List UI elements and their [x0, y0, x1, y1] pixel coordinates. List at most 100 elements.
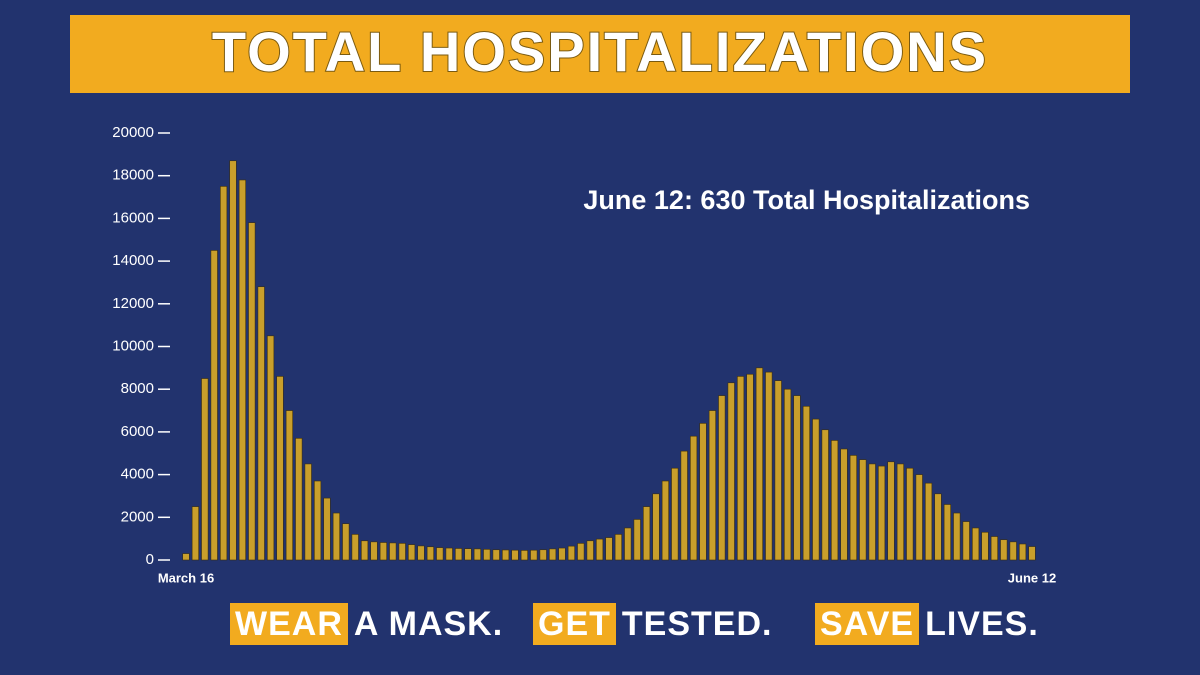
bar	[680, 450, 688, 561]
y-tick-label: 18000	[112, 167, 154, 184]
slogan-highlight: SAVE	[815, 603, 920, 645]
bar	[267, 335, 275, 561]
bar	[633, 519, 641, 561]
x-tick-label: March 16	[158, 570, 214, 585]
y-tick-label: 12000	[112, 295, 154, 312]
bar	[690, 435, 698, 561]
chart-title: TOTAL HOSPITALIZATIONS	[212, 20, 988, 83]
y-tick-label: 8000	[121, 380, 154, 397]
bar	[483, 549, 491, 561]
bar	[614, 534, 622, 561]
bar	[379, 542, 387, 561]
bar	[671, 467, 679, 561]
bar	[210, 250, 218, 561]
bar	[765, 371, 773, 561]
bar	[436, 547, 444, 561]
bar	[408, 544, 416, 561]
bar	[1019, 543, 1027, 561]
y-tick-label: 2000	[121, 508, 154, 525]
bar	[549, 548, 557, 561]
bar	[229, 160, 237, 561]
bar	[191, 506, 199, 561]
bar	[643, 506, 651, 561]
bar	[953, 512, 961, 561]
bar	[1000, 539, 1008, 561]
bar	[793, 395, 801, 561]
slogan-text: LIVES.	[925, 605, 1039, 643]
bar	[906, 467, 914, 561]
bar	[586, 540, 594, 561]
y-tick-label: 20000	[112, 124, 154, 141]
bar	[577, 543, 585, 561]
bar	[314, 480, 322, 561]
bar	[699, 423, 707, 561]
slogan-text: A MASK.	[353, 605, 504, 643]
bar	[915, 474, 923, 561]
y-tick-label: 0	[146, 551, 154, 568]
bar	[464, 548, 472, 561]
bar	[727, 382, 735, 561]
bar	[257, 286, 265, 561]
bar	[473, 548, 481, 561]
bar	[389, 542, 397, 561]
bar	[1028, 546, 1036, 561]
bar	[417, 545, 425, 561]
bar	[737, 376, 745, 561]
bar	[567, 545, 575, 561]
bar	[831, 440, 839, 561]
bar	[201, 378, 209, 561]
bar	[285, 410, 293, 561]
bar	[492, 549, 500, 561]
bar	[596, 538, 604, 561]
bar	[962, 521, 970, 561]
bar	[455, 548, 463, 561]
bar	[445, 547, 453, 561]
bar	[878, 465, 886, 561]
bar	[849, 455, 857, 561]
bar	[990, 536, 998, 561]
bar	[746, 373, 754, 561]
bar	[182, 553, 190, 561]
bar	[342, 523, 350, 561]
bar	[276, 376, 284, 561]
bar	[323, 497, 331, 561]
title-banner	[70, 15, 1130, 93]
annotation: June 12: 630 Total Hospitalizations	[583, 185, 1030, 215]
bar	[624, 527, 632, 561]
bar	[925, 482, 933, 561]
bar	[774, 380, 782, 561]
slogan: SAVE LIVES.	[815, 603, 1039, 645]
bar	[840, 448, 848, 561]
bar	[708, 410, 716, 561]
bar	[220, 186, 228, 561]
bar	[511, 549, 519, 561]
bar	[530, 549, 538, 561]
bar	[661, 480, 669, 561]
bar	[295, 438, 303, 561]
bar	[502, 549, 510, 561]
bar	[802, 405, 810, 561]
slogan-text: TESTED.	[621, 605, 773, 643]
bar	[426, 546, 434, 561]
bar	[784, 388, 792, 561]
bar	[821, 429, 829, 561]
bar	[520, 550, 528, 561]
y-tick-label: 6000	[121, 423, 154, 440]
bar	[238, 179, 246, 561]
y-tick-label: 14000	[112, 252, 154, 269]
slogan-highlight: GET	[533, 603, 616, 645]
bar	[859, 459, 867, 561]
bar	[755, 367, 763, 561]
slogan-highlight: WEAR	[230, 603, 348, 645]
bar	[1009, 541, 1017, 561]
bar	[718, 395, 726, 561]
bar	[605, 537, 613, 561]
y-tick-label: 4000	[121, 466, 154, 483]
y-tick-label: 16000	[112, 209, 154, 226]
bar	[934, 493, 942, 561]
bar	[351, 534, 359, 561]
bar	[887, 461, 895, 561]
bar	[943, 504, 951, 561]
slogan: GET TESTED.	[533, 603, 773, 645]
